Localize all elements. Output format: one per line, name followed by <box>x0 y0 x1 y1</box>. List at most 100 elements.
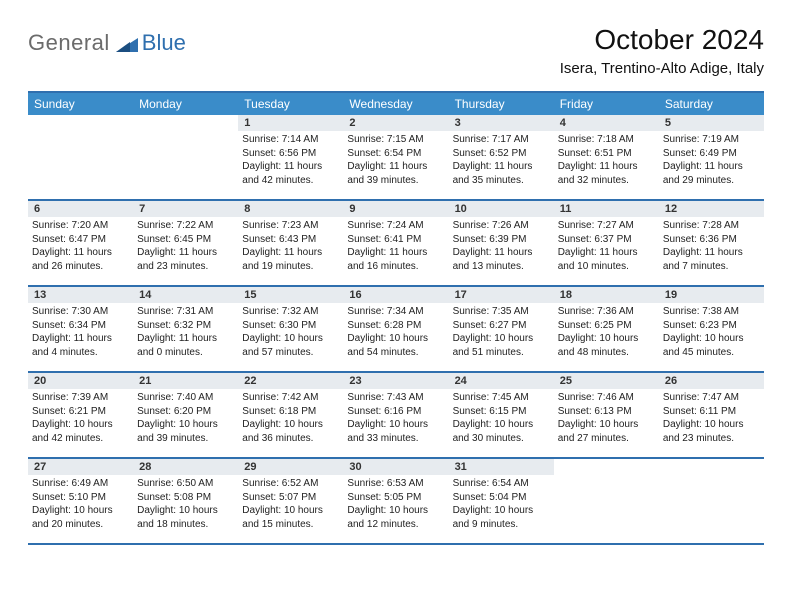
logo-triangle-icon <box>116 34 138 52</box>
sunrise-text: Sunrise: 6:50 AM <box>137 477 234 491</box>
day-cell: 30Sunrise: 6:53 AMSunset: 5:05 PMDayligh… <box>343 459 448 543</box>
day-cell: . <box>133 115 238 199</box>
day-body: Sunrise: 6:52 AMSunset: 5:07 PMDaylight:… <box>238 475 343 535</box>
month-title: October 2024 <box>560 24 764 56</box>
day-body: Sunrise: 7:30 AMSunset: 6:34 PMDaylight:… <box>28 303 133 363</box>
day-cell: 18Sunrise: 7:36 AMSunset: 6:25 PMDayligh… <box>554 287 659 371</box>
day-body: Sunrise: 7:45 AMSunset: 6:15 PMDaylight:… <box>449 389 554 449</box>
day-cell: 2Sunrise: 7:15 AMSunset: 6:54 PMDaylight… <box>343 115 448 199</box>
sunrise-text: Sunrise: 6:54 AM <box>453 477 550 491</box>
day-body <box>659 475 764 481</box>
sunset-text: Sunset: 6:54 PM <box>347 147 444 161</box>
daylight-text: Daylight: 10 hours and 15 minutes. <box>242 504 339 531</box>
sunrise-text: Sunrise: 7:23 AM <box>242 219 339 233</box>
day-body: Sunrise: 7:17 AMSunset: 6:52 PMDaylight:… <box>449 131 554 191</box>
daylight-text: Daylight: 10 hours and 33 minutes. <box>347 418 444 445</box>
day-cell: 28Sunrise: 6:50 AMSunset: 5:08 PMDayligh… <box>133 459 238 543</box>
sunrise-text: Sunrise: 7:42 AM <box>242 391 339 405</box>
day-number: 6 <box>28 201 133 217</box>
weekday-header: Thursday <box>449 93 554 115</box>
day-number: 31 <box>449 459 554 475</box>
day-cell: 13Sunrise: 7:30 AMSunset: 6:34 PMDayligh… <box>28 287 133 371</box>
day-cell: . <box>554 459 659 543</box>
daylight-text: Daylight: 10 hours and 9 minutes. <box>453 504 550 531</box>
day-body: Sunrise: 7:34 AMSunset: 6:28 PMDaylight:… <box>343 303 448 363</box>
day-cell: 1Sunrise: 7:14 AMSunset: 6:56 PMDaylight… <box>238 115 343 199</box>
day-body: Sunrise: 7:32 AMSunset: 6:30 PMDaylight:… <box>238 303 343 363</box>
day-cell: 24Sunrise: 7:45 AMSunset: 6:15 PMDayligh… <box>449 373 554 457</box>
sunrise-text: Sunrise: 7:46 AM <box>558 391 655 405</box>
day-number: 30 <box>343 459 448 475</box>
sunrise-text: Sunrise: 7:15 AM <box>347 133 444 147</box>
week-row: 13Sunrise: 7:30 AMSunset: 6:34 PMDayligh… <box>28 287 764 373</box>
sunset-text: Sunset: 6:25 PM <box>558 319 655 333</box>
day-cell: 3Sunrise: 7:17 AMSunset: 6:52 PMDaylight… <box>449 115 554 199</box>
day-number: 16 <box>343 287 448 303</box>
sunset-text: Sunset: 6:49 PM <box>663 147 760 161</box>
day-number: 28 <box>133 459 238 475</box>
day-cell: 26Sunrise: 7:47 AMSunset: 6:11 PMDayligh… <box>659 373 764 457</box>
day-number: 14 <box>133 287 238 303</box>
day-cell: 6Sunrise: 7:20 AMSunset: 6:47 PMDaylight… <box>28 201 133 285</box>
week-row: ..1Sunrise: 7:14 AMSunset: 6:56 PMDaylig… <box>28 115 764 201</box>
day-number: 21 <box>133 373 238 389</box>
sunrise-text: Sunrise: 7:34 AM <box>347 305 444 319</box>
sunset-text: Sunset: 6:21 PM <box>32 405 129 419</box>
logo-text-blue: Blue <box>142 30 186 56</box>
daylight-text: Daylight: 10 hours and 57 minutes. <box>242 332 339 359</box>
day-number: 2 <box>343 115 448 131</box>
day-body <box>28 131 133 137</box>
sunrise-text: Sunrise: 7:28 AM <box>663 219 760 233</box>
day-number: 11 <box>554 201 659 217</box>
sunset-text: Sunset: 6:11 PM <box>663 405 760 419</box>
day-number: 17 <box>449 287 554 303</box>
day-number: 12 <box>659 201 764 217</box>
sunset-text: Sunset: 6:34 PM <box>32 319 129 333</box>
sunrise-text: Sunrise: 6:52 AM <box>242 477 339 491</box>
daylight-text: Daylight: 11 hours and 13 minutes. <box>453 246 550 273</box>
sunrise-text: Sunrise: 6:53 AM <box>347 477 444 491</box>
day-number: 29 <box>238 459 343 475</box>
weekday-header: Sunday <box>28 93 133 115</box>
sunset-text: Sunset: 6:47 PM <box>32 233 129 247</box>
day-cell: 9Sunrise: 7:24 AMSunset: 6:41 PMDaylight… <box>343 201 448 285</box>
sunrise-text: Sunrise: 7:31 AM <box>137 305 234 319</box>
sunset-text: Sunset: 6:41 PM <box>347 233 444 247</box>
day-number: 3 <box>449 115 554 131</box>
sunset-text: Sunset: 6:16 PM <box>347 405 444 419</box>
daylight-text: Daylight: 11 hours and 35 minutes. <box>453 160 550 187</box>
daylight-text: Daylight: 11 hours and 32 minutes. <box>558 160 655 187</box>
sunset-text: Sunset: 5:07 PM <box>242 491 339 505</box>
weekday-header-row: SundayMondayTuesdayWednesdayThursdayFrid… <box>28 93 764 115</box>
day-body: Sunrise: 6:53 AMSunset: 5:05 PMDaylight:… <box>343 475 448 535</box>
day-body: Sunrise: 7:38 AMSunset: 6:23 PMDaylight:… <box>659 303 764 363</box>
sunrise-text: Sunrise: 7:24 AM <box>347 219 444 233</box>
daylight-text: Daylight: 11 hours and 16 minutes. <box>347 246 444 273</box>
day-number: 1 <box>238 115 343 131</box>
day-number: 27 <box>28 459 133 475</box>
day-number: 5 <box>659 115 764 131</box>
sunset-text: Sunset: 6:39 PM <box>453 233 550 247</box>
day-body: Sunrise: 7:20 AMSunset: 6:47 PMDaylight:… <box>28 217 133 277</box>
day-number: 20 <box>28 373 133 389</box>
day-number: 22 <box>238 373 343 389</box>
daylight-text: Daylight: 11 hours and 29 minutes. <box>663 160 760 187</box>
daylight-text: Daylight: 11 hours and 19 minutes. <box>242 246 339 273</box>
sunrise-text: Sunrise: 7:30 AM <box>32 305 129 319</box>
day-cell: 19Sunrise: 7:38 AMSunset: 6:23 PMDayligh… <box>659 287 764 371</box>
day-cell: 17Sunrise: 7:35 AMSunset: 6:27 PMDayligh… <box>449 287 554 371</box>
day-number: 19 <box>659 287 764 303</box>
day-cell: 4Sunrise: 7:18 AMSunset: 6:51 PMDaylight… <box>554 115 659 199</box>
day-body: Sunrise: 7:28 AMSunset: 6:36 PMDaylight:… <box>659 217 764 277</box>
day-cell: 31Sunrise: 6:54 AMSunset: 5:04 PMDayligh… <box>449 459 554 543</box>
sunrise-text: Sunrise: 7:38 AM <box>663 305 760 319</box>
day-body: Sunrise: 7:23 AMSunset: 6:43 PMDaylight:… <box>238 217 343 277</box>
sunset-text: Sunset: 6:27 PM <box>453 319 550 333</box>
sunset-text: Sunset: 6:15 PM <box>453 405 550 419</box>
day-body: Sunrise: 6:54 AMSunset: 5:04 PMDaylight:… <box>449 475 554 535</box>
day-number: 13 <box>28 287 133 303</box>
daylight-text: Daylight: 10 hours and 51 minutes. <box>453 332 550 359</box>
day-body: Sunrise: 7:14 AMSunset: 6:56 PMDaylight:… <box>238 131 343 191</box>
day-body: Sunrise: 7:31 AMSunset: 6:32 PMDaylight:… <box>133 303 238 363</box>
day-body: Sunrise: 7:40 AMSunset: 6:20 PMDaylight:… <box>133 389 238 449</box>
